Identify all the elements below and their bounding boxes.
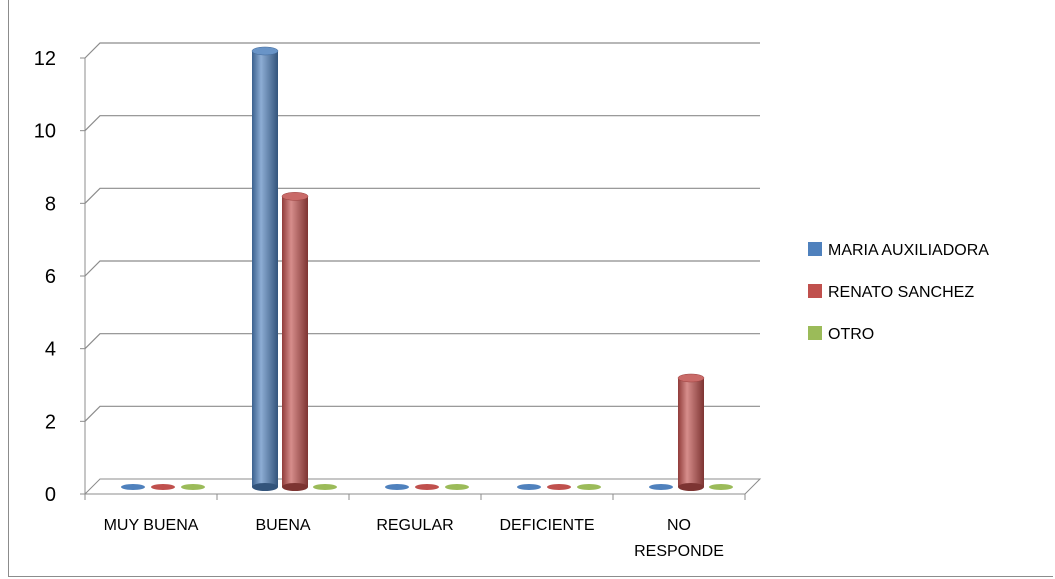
bar <box>251 46 279 491</box>
bar <box>649 484 673 490</box>
x-tick-label: DEFICIENTE <box>499 517 594 534</box>
bar-body <box>282 196 308 488</box>
bar-zero <box>385 484 409 490</box>
y-tick-label: 10 <box>34 121 56 143</box>
bar-body <box>252 51 278 487</box>
x-tick-label: NO RESPONDE <box>634 517 724 560</box>
legend-swatch <box>808 284 822 298</box>
gridline <box>84 333 760 350</box>
bar <box>445 484 469 490</box>
bar-base <box>678 483 704 491</box>
gridlines <box>84 42 760 422</box>
bar-zero <box>445 484 469 490</box>
bar-zero <box>649 484 673 490</box>
bar <box>677 373 705 491</box>
legend-item: OTRO <box>808 326 874 343</box>
bar-zero <box>547 484 571 490</box>
gridline <box>84 260 760 277</box>
y-axis-ticks: 0 2 4 6 8 10 12 <box>34 48 85 506</box>
bar-zero <box>577 484 601 490</box>
bar <box>547 484 571 490</box>
legend-label: MARIA AUXILIADORA <box>828 242 989 259</box>
x-tick-label: REGULAR <box>376 517 453 534</box>
legend-swatch <box>808 242 822 256</box>
bar-body <box>678 378 704 487</box>
bar-zero <box>121 484 145 490</box>
legend-swatch <box>808 326 822 340</box>
bar-base <box>282 483 308 491</box>
gridline <box>84 115 760 132</box>
x-tick-label: MUY BUENA <box>104 517 199 534</box>
y-tick-label: 6 <box>45 266 56 288</box>
bar-zero <box>415 484 439 490</box>
bar-zero <box>151 484 175 490</box>
bar-zero <box>709 484 733 490</box>
legend-label: OTRO <box>828 326 874 343</box>
bar-base <box>252 483 278 491</box>
bar <box>415 484 439 490</box>
bar <box>121 484 145 490</box>
bar <box>281 192 309 491</box>
y-tick-label: 0 <box>45 484 56 506</box>
gridline <box>84 405 760 422</box>
x-axis-ticks: MUY BUENA BUENA REGULAR DEFICIENTE NO RESPOND… <box>84 494 746 560</box>
bar <box>709 484 733 490</box>
legend-label: RENATO SANCHEZ <box>828 284 974 301</box>
bar <box>517 484 541 490</box>
bar-top <box>251 46 279 56</box>
bar <box>313 484 337 490</box>
bar-zero <box>313 484 337 490</box>
bar <box>385 484 409 490</box>
chart-frame <box>8 0 1053 577</box>
bar-top <box>281 192 309 201</box>
bar-zero <box>517 484 541 490</box>
bar <box>151 484 175 490</box>
y-tick-label: 8 <box>45 193 56 215</box>
legend-item: RENATO SANCHEZ <box>808 284 974 301</box>
y-tick-label: 2 <box>45 411 56 433</box>
chart-walls <box>83 58 762 495</box>
y-tick-label: 12 <box>34 48 56 70</box>
x-tick-label: BUENA <box>255 517 310 534</box>
gridline <box>84 42 760 59</box>
bars <box>121 46 733 491</box>
bar <box>181 484 205 490</box>
legend-item: MARIA AUXILIADORA <box>808 242 989 259</box>
gridline <box>84 187 760 204</box>
bar-zero <box>181 484 205 490</box>
bar <box>577 484 601 490</box>
legend: MARIA AUXILIADORA RENATO SANCHEZ OTRO <box>808 242 989 343</box>
bar-top <box>677 373 705 383</box>
y-tick-label: 4 <box>45 339 56 361</box>
